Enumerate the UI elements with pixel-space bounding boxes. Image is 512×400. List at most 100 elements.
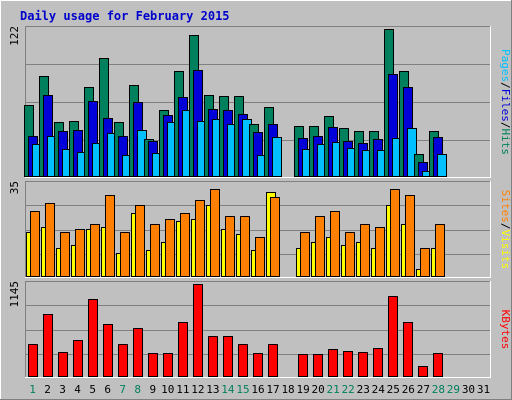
x-tick-label: 6 (104, 383, 111, 396)
x-tick-label: 9 (149, 383, 156, 396)
x-tick-label: 5 (89, 383, 96, 396)
x-tick-label: 31 (477, 383, 490, 396)
bar-kbytes-day-12 (193, 284, 203, 377)
x-tick-label: 25 (387, 383, 400, 396)
bar-kbytes-day-17 (268, 344, 278, 377)
chart-panels: 122Pages/Files/Hits35Sites/Visits1145KBy… (8, 26, 512, 378)
bar-kbytes-day-7 (118, 344, 128, 377)
x-tick-label: 15 (236, 383, 249, 396)
panel-legend: KBytes (499, 310, 512, 350)
bar-sites-day-13 (210, 189, 220, 277)
bar-kbytes-day-14 (223, 336, 233, 377)
bar-sites-day-14 (225, 216, 235, 277)
bar-kbytes-day-11 (178, 322, 188, 377)
legend-entry: KBytes (499, 310, 512, 350)
panel-legend: Pages/Files/Hits (499, 49, 512, 155)
bar-sites-day-20 (315, 216, 325, 277)
bar-kbytes-day-20 (313, 354, 323, 377)
bar-sites-day-7 (120, 232, 130, 277)
bar-sites-day-27 (420, 248, 430, 277)
bar-sites-day-3 (60, 232, 70, 277)
bar-kbytes-day-3 (58, 352, 68, 377)
x-tick-label: 22 (342, 383, 355, 396)
x-tick-label: 24 (372, 383, 386, 396)
x-tick-label: 29 (447, 383, 460, 396)
legend-entry: / (499, 122, 512, 129)
x-tick-label: 3 (59, 383, 66, 396)
x-tick-label: 2 (44, 383, 51, 396)
bar-kbytes-day-15 (238, 344, 248, 377)
bar-kbytes-day-9 (148, 353, 158, 377)
x-tick-label: 16 (251, 383, 264, 396)
x-axis-day-labels: 1 2 3 4 5 6 7 8 9 10 11 12 13 14 15 16 17 18 19 20 21 22 23 24 2… (29, 383, 490, 396)
x-tick-label: 14 (221, 383, 235, 396)
bar-sites-day-22 (345, 232, 355, 277)
bar-kbytes-day-22 (343, 351, 353, 377)
x-tick-label: 26 (402, 383, 415, 396)
bar-kbytes-day-26 (403, 322, 413, 377)
x-tick-label: 23 (357, 383, 370, 396)
bar-kbytes-day-4 (73, 340, 83, 377)
bar-pages-day-17 (272, 137, 282, 177)
bar-sites-day-23 (360, 224, 370, 277)
x-tick-label: 4 (74, 383, 81, 396)
bar-kbytes-day-5 (88, 299, 98, 377)
bars-bottom (28, 284, 443, 377)
bar-kbytes-day-23 (358, 352, 368, 377)
bars-top (24, 29, 447, 177)
legend-entry: Hits (499, 129, 512, 156)
bar-sites-day-25 (390, 189, 400, 277)
bar-sites-day-1 (30, 211, 40, 277)
y-axis-max-label: 1145 (8, 281, 21, 308)
y-axis-max-label: 122 (8, 26, 21, 46)
legend-entry: / (499, 82, 512, 89)
y-axis-max-label: 35 (8, 181, 21, 194)
x-tick-label: 19 (296, 383, 309, 396)
panel-bottom: 1145 KBytes (8, 281, 512, 378)
bar-sites-day-10 (165, 219, 175, 277)
bar-kbytes-day-10 (163, 353, 173, 377)
x-tick-label: 27 (417, 383, 430, 396)
legend-entry: Visits (499, 230, 512, 270)
x-tick-label: 12 (191, 383, 204, 396)
bar-sites-day-28 (435, 224, 445, 277)
bar-kbytes-day-2 (43, 314, 53, 377)
x-tick-label: 8 (134, 383, 141, 396)
panel-middle: 35 Sites/Visits (8, 181, 512, 278)
x-tick-label: 13 (206, 383, 219, 396)
bar-sites-day-17 (270, 197, 280, 277)
bar-kbytes-day-13 (208, 336, 218, 377)
bar-kbytes-day-6 (103, 324, 113, 377)
bar-sites-day-12 (195, 200, 205, 277)
bar-kbytes-day-27 (418, 366, 428, 377)
bar-sites-day-9 (150, 224, 160, 277)
chart-title: Daily usage for February 2015 (20, 9, 230, 23)
bar-kbytes-day-28 (433, 353, 443, 377)
x-tick-label: 7 (119, 383, 126, 396)
x-tick-label: 28 (432, 383, 445, 396)
x-tick-label: 20 (312, 383, 325, 396)
x-tick-label: 30 (462, 383, 475, 396)
x-tick-label: 11 (176, 383, 189, 396)
bar-kbytes-day-16 (253, 353, 263, 377)
bar-sites-day-24 (375, 227, 385, 277)
legend-entry: Sites (499, 190, 512, 223)
bar-sites-day-8 (135, 205, 145, 277)
x-tick-label: 18 (281, 383, 294, 396)
bar-kbytes-day-21 (328, 349, 338, 377)
bar-sites-day-26 (405, 195, 415, 277)
legend-entry: Files (499, 89, 512, 122)
bar-sites-day-4 (75, 229, 85, 277)
panel-legend: Sites/Visits (499, 190, 512, 270)
bar-sites-day-5 (90, 224, 100, 277)
legend-entry: Pages (499, 49, 512, 82)
legend-entry: / (499, 223, 512, 230)
bar-kbytes-day-8 (133, 328, 143, 377)
bar-pages-day-26 (407, 128, 417, 177)
x-tick-label: 10 (161, 383, 174, 396)
x-tick-label: 1 (29, 383, 36, 396)
x-tick-label: 21 (327, 383, 340, 396)
bar-sites-day-2 (45, 203, 55, 277)
